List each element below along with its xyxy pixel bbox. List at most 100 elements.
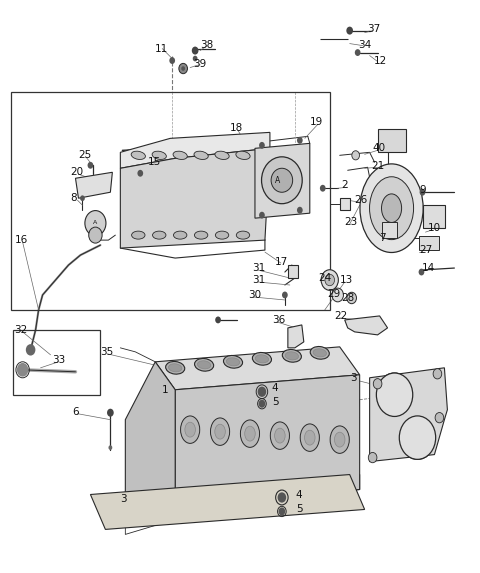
Text: 15: 15: [148, 158, 161, 167]
Ellipse shape: [271, 168, 293, 193]
Circle shape: [399, 416, 436, 460]
Ellipse shape: [215, 151, 229, 159]
Circle shape: [297, 137, 303, 144]
Ellipse shape: [252, 352, 272, 365]
Circle shape: [259, 142, 265, 149]
Circle shape: [297, 207, 303, 214]
Circle shape: [179, 64, 188, 74]
Ellipse shape: [216, 231, 229, 239]
Text: 39: 39: [193, 58, 206, 69]
Ellipse shape: [152, 151, 167, 159]
Circle shape: [282, 292, 288, 299]
Circle shape: [192, 46, 199, 54]
Circle shape: [320, 185, 325, 191]
Circle shape: [277, 492, 286, 503]
Circle shape: [193, 56, 198, 61]
Text: 11: 11: [155, 44, 168, 54]
Circle shape: [137, 170, 143, 176]
Circle shape: [347, 26, 353, 34]
Text: 5: 5: [296, 504, 302, 515]
Text: 14: 14: [421, 263, 435, 273]
Polygon shape: [125, 362, 175, 520]
Ellipse shape: [275, 428, 285, 443]
Text: 23: 23: [345, 217, 358, 227]
Circle shape: [433, 368, 442, 379]
Text: 2: 2: [342, 180, 348, 190]
Polygon shape: [175, 375, 360, 504]
Circle shape: [332, 288, 344, 302]
Text: 7: 7: [380, 233, 386, 243]
Text: 28: 28: [342, 293, 355, 303]
Circle shape: [87, 162, 93, 168]
Polygon shape: [340, 198, 350, 210]
Circle shape: [258, 387, 266, 397]
Ellipse shape: [173, 151, 187, 159]
Bar: [423, 205, 444, 228]
Circle shape: [373, 379, 382, 389]
Circle shape: [399, 416, 436, 460]
Circle shape: [435, 413, 444, 423]
Text: 34: 34: [358, 40, 371, 50]
Text: 3: 3: [120, 494, 127, 504]
Ellipse shape: [310, 347, 329, 359]
Circle shape: [259, 212, 265, 219]
Text: 19: 19: [310, 117, 323, 127]
Text: 38: 38: [200, 40, 214, 50]
Ellipse shape: [215, 424, 225, 439]
Circle shape: [376, 373, 413, 417]
Bar: [11, 92, 330, 310]
Circle shape: [215, 316, 221, 323]
Circle shape: [259, 400, 265, 408]
Ellipse shape: [180, 416, 200, 444]
Circle shape: [347, 292, 357, 304]
Circle shape: [181, 66, 185, 71]
Ellipse shape: [236, 151, 250, 159]
Text: 33: 33: [52, 355, 66, 365]
Text: 6: 6: [72, 407, 79, 417]
Ellipse shape: [166, 362, 185, 374]
Text: 4: 4: [272, 383, 278, 393]
Bar: [382, 222, 397, 238]
Text: 27: 27: [420, 245, 433, 255]
Text: 40: 40: [372, 143, 386, 154]
Bar: [288, 265, 299, 278]
Ellipse shape: [245, 426, 255, 441]
Text: 17: 17: [275, 257, 288, 267]
Bar: [12, 330, 100, 395]
Polygon shape: [255, 143, 310, 218]
Ellipse shape: [173, 231, 187, 239]
Circle shape: [368, 453, 377, 463]
Text: 24: 24: [318, 273, 331, 283]
Circle shape: [80, 195, 85, 201]
Text: 3: 3: [350, 373, 356, 383]
Ellipse shape: [330, 426, 349, 453]
Ellipse shape: [313, 349, 326, 357]
Polygon shape: [370, 368, 447, 462]
Polygon shape: [155, 347, 360, 390]
Ellipse shape: [300, 424, 319, 452]
Text: 22: 22: [335, 311, 348, 321]
Ellipse shape: [185, 422, 195, 437]
Circle shape: [17, 363, 28, 376]
Circle shape: [26, 344, 36, 356]
Text: 30: 30: [248, 290, 261, 300]
Text: 35: 35: [100, 347, 114, 357]
Text: A: A: [275, 176, 280, 185]
Polygon shape: [120, 132, 270, 168]
Ellipse shape: [132, 231, 145, 239]
Polygon shape: [345, 316, 387, 335]
Ellipse shape: [224, 355, 242, 368]
Ellipse shape: [131, 151, 145, 159]
Ellipse shape: [211, 418, 229, 445]
Ellipse shape: [240, 420, 260, 448]
Text: 31: 31: [252, 275, 265, 285]
Circle shape: [406, 423, 430, 452]
Ellipse shape: [370, 176, 414, 240]
Circle shape: [89, 227, 102, 243]
Text: 8: 8: [71, 193, 77, 203]
Polygon shape: [288, 325, 304, 348]
Text: 36: 36: [272, 315, 285, 325]
Ellipse shape: [304, 430, 315, 445]
Ellipse shape: [194, 151, 208, 159]
Polygon shape: [75, 172, 112, 198]
